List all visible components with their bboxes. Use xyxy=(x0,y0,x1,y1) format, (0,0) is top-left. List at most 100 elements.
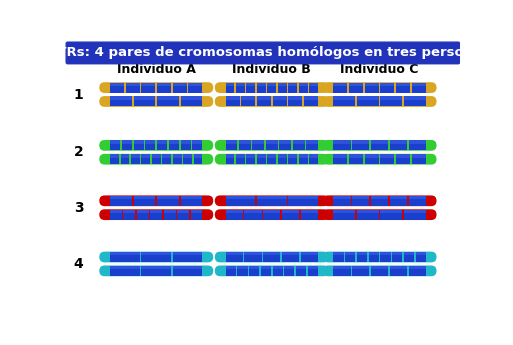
Bar xyxy=(110,196,132,199)
Bar xyxy=(267,154,276,164)
FancyBboxPatch shape xyxy=(215,82,329,93)
Bar xyxy=(133,97,155,107)
Bar xyxy=(121,154,129,164)
Bar xyxy=(380,252,390,262)
Bar xyxy=(192,140,203,144)
FancyBboxPatch shape xyxy=(215,154,329,165)
Bar xyxy=(272,266,283,269)
Bar xyxy=(357,97,379,107)
Bar xyxy=(257,154,266,164)
Bar xyxy=(282,210,299,213)
Bar xyxy=(416,252,426,262)
Bar xyxy=(278,82,287,86)
Bar xyxy=(157,140,167,150)
Bar xyxy=(299,154,307,164)
Bar xyxy=(333,210,356,220)
Bar xyxy=(333,196,350,206)
FancyBboxPatch shape xyxy=(323,82,437,93)
Bar xyxy=(181,97,203,107)
Bar xyxy=(288,82,297,92)
Bar xyxy=(266,140,278,150)
Bar xyxy=(142,252,171,262)
Bar xyxy=(188,82,203,92)
Bar xyxy=(301,252,318,262)
FancyBboxPatch shape xyxy=(100,209,213,220)
FancyBboxPatch shape xyxy=(100,154,213,165)
Bar xyxy=(169,140,179,144)
Bar xyxy=(380,210,402,213)
Bar xyxy=(408,140,426,150)
Bar xyxy=(246,154,255,164)
Bar xyxy=(239,140,251,150)
FancyBboxPatch shape xyxy=(100,252,213,263)
Bar xyxy=(157,97,179,107)
Bar xyxy=(226,154,234,164)
Bar xyxy=(142,154,150,158)
FancyBboxPatch shape xyxy=(323,154,437,165)
Bar xyxy=(369,252,379,256)
Text: Individuo A: Individuo A xyxy=(117,63,195,76)
Bar xyxy=(278,154,287,164)
FancyBboxPatch shape xyxy=(323,140,437,151)
Bar xyxy=(352,140,369,144)
Bar xyxy=(226,266,236,276)
Bar xyxy=(261,266,271,269)
Bar xyxy=(411,154,426,158)
Bar xyxy=(304,97,318,100)
Bar xyxy=(333,266,350,269)
Bar xyxy=(110,252,140,262)
Bar xyxy=(371,140,388,144)
Bar xyxy=(396,82,410,92)
Bar xyxy=(126,82,140,86)
Bar xyxy=(365,154,379,164)
Bar xyxy=(121,154,129,158)
Bar xyxy=(252,140,264,144)
Bar xyxy=(349,82,363,86)
Bar xyxy=(371,266,388,269)
Bar xyxy=(263,252,281,262)
Bar xyxy=(345,252,356,262)
Bar xyxy=(192,140,203,150)
Bar xyxy=(371,196,388,206)
Bar xyxy=(357,97,379,100)
Bar xyxy=(352,196,369,206)
Bar xyxy=(352,266,369,276)
Bar xyxy=(288,97,302,107)
Bar xyxy=(349,154,363,158)
Bar xyxy=(110,140,120,144)
Bar xyxy=(404,210,426,220)
Bar xyxy=(380,97,402,107)
Bar xyxy=(408,266,426,276)
Bar xyxy=(133,97,155,100)
Bar xyxy=(333,97,356,100)
Bar xyxy=(404,210,426,213)
Bar xyxy=(408,196,426,199)
Bar xyxy=(142,82,155,92)
FancyBboxPatch shape xyxy=(323,96,437,107)
Bar xyxy=(257,154,266,158)
Bar xyxy=(173,82,187,92)
Text: 2: 2 xyxy=(74,145,84,159)
Bar xyxy=(157,97,179,100)
Bar xyxy=(392,252,402,262)
Bar xyxy=(282,210,299,220)
Bar xyxy=(226,82,234,86)
Bar xyxy=(272,97,287,100)
Bar xyxy=(293,140,305,150)
Bar xyxy=(226,140,238,150)
FancyBboxPatch shape xyxy=(100,140,213,151)
Bar xyxy=(157,82,171,92)
Bar xyxy=(249,266,259,269)
Bar xyxy=(349,154,363,164)
Bar xyxy=(266,140,278,144)
Bar xyxy=(390,196,407,206)
Bar xyxy=(137,210,149,220)
Bar xyxy=(238,266,247,269)
Bar xyxy=(244,210,262,213)
Bar xyxy=(408,266,426,269)
Bar xyxy=(157,196,179,206)
Bar xyxy=(236,154,245,158)
Bar xyxy=(142,82,155,86)
Bar xyxy=(272,97,287,107)
Bar xyxy=(164,210,175,213)
